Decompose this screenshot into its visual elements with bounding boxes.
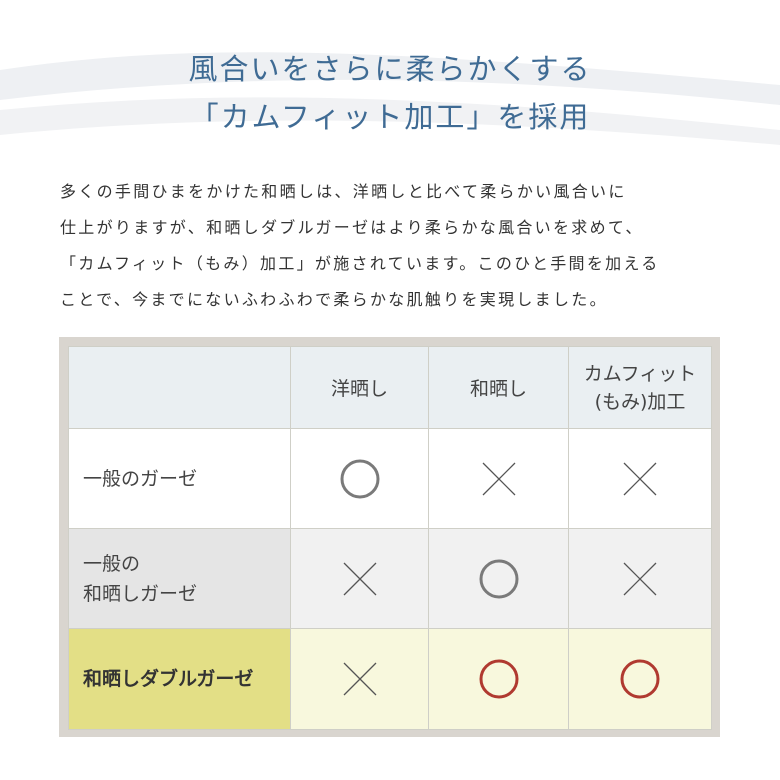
mark-cell	[290, 528, 429, 629]
table-row-highlighted: 和晒しダブルガーゼ	[68, 628, 712, 730]
table-header-row: 洋晒し 和晒し カムフィット (もみ)加工	[68, 346, 712, 429]
paragraph-line: ことで、今までにないふわふわで柔らかな肌触りを実現しました。	[60, 290, 608, 309]
red-circle-icon	[479, 659, 518, 699]
mark-cell	[428, 528, 569, 629]
mark-cell	[290, 628, 429, 730]
description-paragraph: 多くの手間ひまをかけた和晒しは、洋晒しと比べて柔らかい風合いに 仕上がりますが、…	[60, 174, 730, 318]
circle-icon	[340, 459, 379, 498]
header-yozarashi: 洋晒し	[290, 346, 429, 429]
paragraph-line: 仕上がりますが、和晒しダブルガーゼはより柔らかな風合いを求めて、	[60, 218, 644, 237]
row-label: 和晒しダブルガーゼ	[68, 628, 291, 730]
heading-line-1: 風合いをさらに柔らかくする	[188, 52, 592, 86]
mark-cell	[290, 428, 429, 529]
heading-line-2: 「カムフィット加工」を採用	[189, 100, 591, 134]
mark-cell	[428, 628, 569, 730]
table-row: 一般のガーゼ	[68, 428, 712, 529]
header-camfit-line: (もみ)加工	[594, 390, 686, 413]
row-label-line: 和晒しダブルガーゼ	[83, 668, 254, 690]
row-label-line: 一般のガーゼ	[83, 467, 198, 490]
cross-icon	[623, 562, 657, 595]
header-camfit-line: カムフィット	[583, 362, 697, 385]
row-label-line: 和晒しガーゼ	[83, 582, 198, 605]
cross-icon	[343, 562, 376, 595]
cross-icon	[482, 462, 515, 495]
brush-stroke-background	[0, 52, 780, 145]
header-camfit: カムフィット (もみ)加工	[568, 346, 712, 429]
paragraph-line: 多くの手間ひまをかけた和晒しは、洋晒しと比べて柔らかい風合いに	[60, 182, 627, 201]
row-label: 一般の 和晒しガーゼ	[68, 528, 291, 629]
header-empty-cell	[68, 346, 291, 429]
paragraph-line: 「カムフィット（もみ）加工」が施されています。このひと手間を加える	[60, 254, 660, 273]
cross-icon	[623, 462, 657, 495]
table-row: 一般の 和晒しガーゼ	[68, 528, 712, 629]
mark-cell	[568, 628, 712, 730]
row-label-line: 一般の	[83, 552, 141, 575]
header-wazarashi: 和晒し	[428, 346, 569, 429]
circle-icon	[479, 559, 518, 598]
cross-icon	[343, 662, 376, 696]
mark-cell	[568, 528, 712, 629]
comparison-table-frame: 洋晒し 和晒し カムフィット (もみ)加工 一般のガーゼ 一般の 和晒しガーゼ …	[59, 337, 720, 737]
red-circle-icon	[620, 659, 660, 699]
mark-cell	[428, 428, 569, 529]
mark-cell	[568, 428, 712, 529]
row-label: 一般のガーゼ	[68, 428, 291, 529]
comparison-table: 洋晒し 和晒し カムフィット (もみ)加工 一般のガーゼ 一般の 和晒しガーゼ …	[68, 346, 712, 730]
